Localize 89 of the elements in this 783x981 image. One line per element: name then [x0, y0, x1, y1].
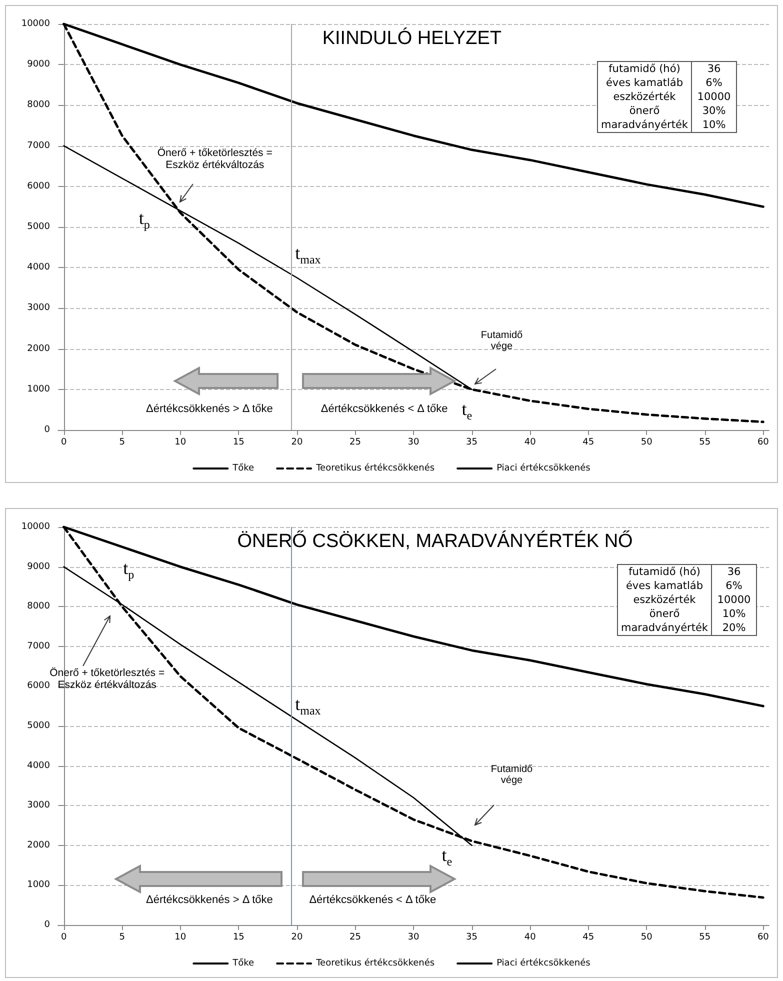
x-tick-label: 45 [582, 932, 594, 942]
y-tick-label: 5000 [27, 721, 50, 731]
annotation: t$_{e}$ [442, 844, 452, 870]
y-tick-label: 3000 [27, 800, 50, 811]
annotation: Önerő + tőketörlesztés = Eszköz értékváltozás [156, 146, 274, 171]
legend-label: Teoretikus értékcsökkenés [315, 462, 435, 474]
x-tick-label: 15 [232, 932, 244, 942]
annotation: eszközérték [617, 593, 712, 607]
x-tick-label: 40 [524, 932, 536, 942]
x-tick-label: 55 [699, 438, 711, 448]
annotation: éves kamatláb [617, 579, 712, 593]
annotation: Futamidő vége [490, 764, 534, 786]
annotation: 10% [701, 118, 727, 132]
x-tick-label: 15 [232, 438, 244, 448]
annotation: futamidő (hó) [617, 564, 712, 579]
x-tick-label: 60 [757, 438, 770, 448]
y-tick-label: 8000 [27, 100, 50, 110]
x-tick-label: 5 [119, 932, 125, 942]
annotation: Önerő + tőketörlesztés = Eszköz értékváltozás [50, 666, 165, 691]
x-tick-label: 35 [466, 932, 478, 942]
annotation: 10% [721, 607, 747, 621]
y-tick-label: 4000 [27, 262, 50, 273]
x-tick-label: 20 [291, 932, 303, 942]
y-tick-label: 0 [44, 920, 50, 930]
annotation: 6% [704, 76, 724, 90]
y-tick-label: 2000 [27, 344, 50, 354]
ref-line-label: t$_{max}$ [295, 694, 321, 718]
annotation: önerő [597, 104, 692, 118]
annotation: Δértékcsökkenés > Δ tőke [146, 894, 273, 906]
annotation: Δértékcsökkenés > Δ tőke [146, 402, 273, 415]
y-tick-label: 10000 [21, 522, 50, 532]
x-tick-label: 40 [524, 438, 536, 448]
x-tick-label: 5 [119, 438, 125, 448]
chart-title: KIINDULÓ HELYZET [322, 27, 502, 49]
annotation: 10000 [716, 593, 752, 607]
annotation: 10000 [696, 90, 732, 104]
annotation: maradványérték [617, 621, 712, 636]
x-tick-label: 0 [60, 932, 67, 942]
y-tick-label: 10000 [21, 19, 50, 29]
y-tick-label: 6000 [27, 181, 50, 192]
annotation: önerő [617, 607, 712, 621]
x-tick-label: 50 [640, 932, 653, 942]
annotation: Δértékcsökkenés < Δ tőke [320, 402, 448, 415]
annotation: 6% [724, 579, 744, 593]
x-tick-label: 20 [291, 438, 303, 448]
y-tick-label: 7000 [27, 641, 50, 652]
annotation: 30% [701, 104, 727, 118]
legend-label: Tőke [232, 462, 255, 474]
ref-line-label: t$_{max}$ [295, 242, 321, 268]
legend-label: Tőke [232, 958, 255, 968]
x-tick-label: 45 [582, 438, 594, 448]
y-tick-label: 8000 [27, 602, 50, 612]
x-tick-label: 30 [408, 438, 420, 448]
y-tick-label: 3000 [27, 303, 50, 314]
y-tick-label: 0 [44, 425, 50, 435]
y-tick-label: 2000 [27, 840, 50, 850]
legend-label: Piaci értékcsökkenés [496, 462, 591, 474]
x-tick-label: 10 [174, 438, 186, 448]
annotation: futamidő (hó) [597, 62, 692, 76]
y-tick-label: 6000 [27, 681, 50, 692]
x-tick-label: 55 [699, 932, 711, 942]
y-tick-label: 7000 [27, 140, 50, 151]
annotation: éves kamatláb [597, 76, 692, 90]
x-tick-label: 50 [640, 438, 653, 448]
legend-label: Teoretikus értékcsökkenés [315, 958, 435, 968]
x-tick-label: 25 [349, 932, 361, 942]
x-tick-label: 60 [757, 932, 770, 942]
annotation: t$_{p}$ [138, 208, 150, 233]
annotation: 36 [706, 62, 722, 76]
y-tick-label: 9000 [27, 562, 50, 572]
x-tick-label: 10 [174, 932, 186, 942]
y-tick-label: 1000 [27, 384, 50, 394]
y-tick-label: 4000 [27, 760, 50, 771]
x-tick-label: 0 [60, 438, 67, 448]
annotation: t$_{p}$ [123, 558, 134, 583]
annotation: 36 [726, 565, 742, 579]
annotation: eszközérték [597, 90, 692, 104]
legend-label: Piaci értékcsökkenés [496, 958, 591, 968]
x-tick-label: 35 [466, 438, 478, 448]
annotation: Δértékcsökkenés < Δ tőke [309, 894, 436, 906]
y-tick-label: 9000 [27, 60, 50, 70]
annotation: maradványérték [597, 118, 692, 132]
annotation: Futamidő vége [480, 330, 524, 352]
y-tick-label: 5000 [27, 222, 50, 232]
y-tick-label: 1000 [27, 880, 50, 890]
x-tick-label: 25 [349, 438, 361, 448]
annotation: 20% [721, 621, 747, 636]
x-tick-label: 30 [408, 932, 420, 942]
annotation: t$_{e}$ [462, 398, 472, 424]
